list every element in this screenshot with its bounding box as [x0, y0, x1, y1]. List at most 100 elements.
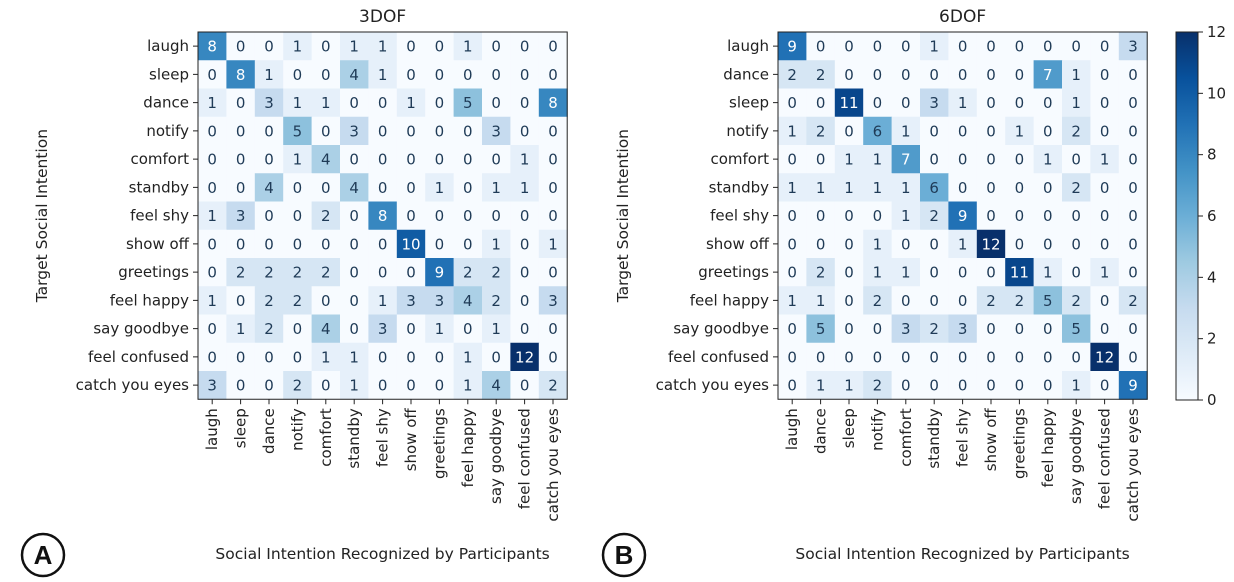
cell-value-label: 0 [958, 66, 968, 84]
heatmap-cell [283, 314, 313, 344]
cell-value-label: 8 [236, 66, 246, 84]
cell-value-label: 0 [520, 320, 530, 338]
x-tick-label: show off [402, 408, 420, 472]
cell-value-label: 1 [207, 207, 217, 225]
cell-value-label: 1 [901, 264, 911, 282]
heatmap-cell [510, 201, 540, 231]
heatmap-cell [538, 229, 568, 259]
heatmap-cell [538, 371, 568, 400]
cell-value-label: 0 [236, 151, 246, 169]
heatmap-cell [226, 342, 256, 372]
heatmap-cell [198, 342, 227, 372]
heatmap-cell [510, 371, 540, 400]
cell-value-label: 4 [491, 377, 501, 395]
heatmap-cell [226, 201, 256, 231]
cell-value-label: 2 [816, 264, 826, 282]
cell-value-label: 0 [491, 66, 501, 84]
cell-value-label: 3 [491, 122, 501, 140]
panel-letter-a-text: A [34, 540, 53, 570]
heatmap-cell [920, 371, 949, 400]
cell-value-label: 0 [548, 122, 558, 140]
cell-value-label: 0 [1043, 320, 1053, 338]
heatmap-cell [920, 314, 949, 344]
cell-value-label: 6 [873, 122, 883, 140]
y-tick-label: catch you eyes [656, 376, 770, 394]
heatmap-cell [920, 32, 949, 61]
y-axis-label: Target Social Intention [614, 129, 632, 303]
heatmap-cell [538, 342, 568, 372]
heatmap-cell [198, 258, 227, 287]
cell-value-label: 2 [293, 292, 303, 310]
cell-value-label: 8 [207, 38, 217, 56]
heatmap-cell [198, 145, 227, 174]
cell-value-label: 0 [264, 207, 274, 225]
cell-value-label: 0 [293, 66, 303, 84]
heatmap-cell [198, 201, 227, 231]
cell-value-label: 5 [816, 320, 826, 338]
cell-value-label: 1 [873, 235, 883, 253]
cell-value-label: 2 [491, 264, 501, 282]
heatmap-cell [482, 145, 511, 174]
heatmap-cell [1033, 201, 1063, 231]
cell-value-label: 0 [236, 94, 246, 112]
heatmap-cell [948, 60, 978, 89]
cell-value-label: 0 [1015, 179, 1025, 197]
heatmap-cell [311, 32, 341, 61]
cell-value-label: 0 [844, 348, 854, 366]
cell-value-label: 8 [378, 207, 388, 225]
heatmap-cell [920, 342, 949, 372]
cell-value-label: 12 [515, 348, 534, 366]
heatmap-cell [948, 116, 978, 146]
heatmap-cell [198, 88, 227, 118]
cell-value-label: 0 [986, 179, 996, 197]
heatmap-cell [863, 88, 893, 118]
cell-value-label: 0 [463, 151, 473, 169]
cell-value-label: 0 [901, 235, 911, 253]
cell-value-label: 3 [207, 377, 217, 395]
cell-value-label: 1 [491, 179, 501, 197]
heatmap-cell [891, 371, 921, 400]
heatmap-cell [368, 229, 398, 259]
cell-value-label: 0 [1100, 38, 1110, 56]
heatmap-cell [510, 258, 540, 287]
cell-value-label: 0 [901, 377, 911, 395]
heatmap-cell [976, 88, 1006, 118]
cell-value-label: 0 [207, 320, 217, 338]
cell-value-label: 0 [491, 38, 501, 56]
heatmap-cell [226, 258, 256, 287]
heatmap-cell [453, 32, 483, 61]
cell-value-label: 0 [520, 38, 530, 56]
heatmap-cell [510, 60, 540, 89]
heatmap-cell [1062, 342, 1091, 372]
cell-value-label: 0 [321, 292, 331, 310]
heatmap-cell [453, 314, 483, 344]
heatmap-cell [1062, 60, 1091, 89]
cell-value-label: 1 [321, 94, 331, 112]
cell-value-label: 4 [349, 66, 359, 84]
cell-value-label: 9 [435, 264, 445, 282]
heatmap-cell [396, 116, 426, 146]
heatmap-cell [425, 201, 455, 231]
x-tick-label: feel confused [516, 408, 534, 509]
heatmap-cell [1062, 258, 1091, 287]
cell-value-label: 1 [378, 38, 388, 56]
cell-value-label: 0 [844, 66, 854, 84]
heatmap-cell [948, 371, 978, 400]
heatmap-cell [1062, 314, 1091, 344]
cell-value-label: 0 [1100, 122, 1110, 140]
heatmap-cell [254, 145, 284, 174]
heatmap-cell [396, 145, 426, 174]
heatmap-cell [1090, 60, 1120, 89]
y-tick-label: feel shy [710, 207, 769, 225]
cell-value-label: 0 [435, 94, 445, 112]
cell-value-label: 0 [378, 179, 388, 197]
y-tick-label: standby [709, 178, 769, 196]
heatmap-cell [834, 314, 864, 344]
y-tick-label: feel confused [88, 348, 189, 366]
cell-value-label: 0 [1128, 66, 1138, 84]
heatmap-cell [453, 286, 483, 315]
heatmap-cell [510, 32, 540, 61]
chart-title: 3DOF [359, 7, 406, 27]
panel-letter-b-text: B [615, 540, 634, 570]
cell-value-label: 0 [986, 151, 996, 169]
